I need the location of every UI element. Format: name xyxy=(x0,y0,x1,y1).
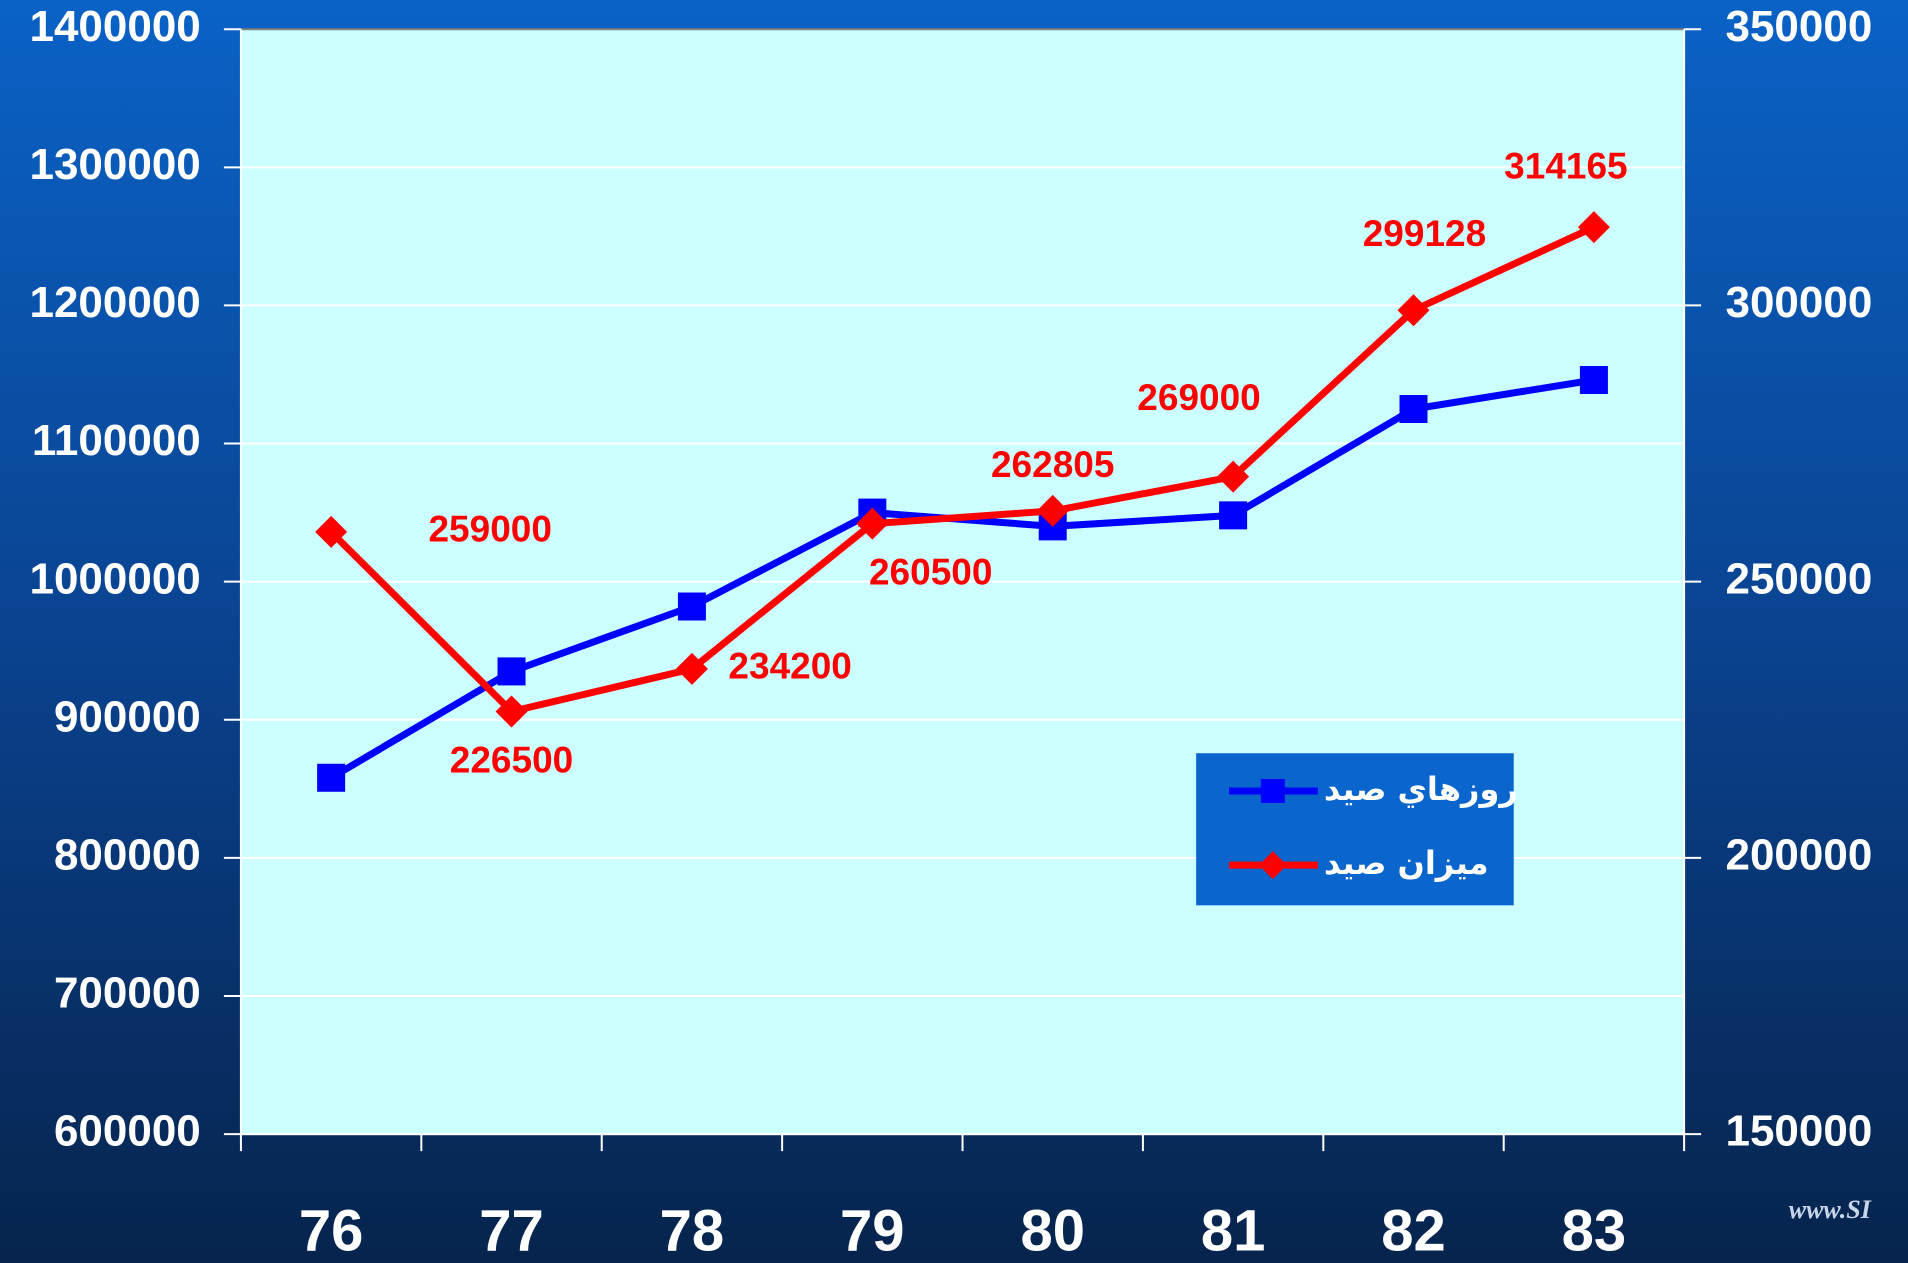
data-label: 234200 xyxy=(728,646,851,687)
marker xyxy=(497,657,526,686)
y2-tick-label: 300000 xyxy=(1725,278,1872,327)
marker xyxy=(1397,294,1430,327)
y-tick-label: 1100000 xyxy=(32,416,201,465)
y2-tick-label: 150000 xyxy=(1725,1107,1872,1156)
y-tick-label: 900000 xyxy=(54,692,201,741)
y-tick-label: 800000 xyxy=(54,830,201,879)
x-tick-label: 76 xyxy=(299,1198,364,1263)
marker xyxy=(856,507,889,540)
data-label: 260500 xyxy=(869,552,992,593)
marker xyxy=(1577,211,1610,244)
legend-label: روزهاي صيد xyxy=(1324,770,1518,808)
series-line xyxy=(328,223,1596,715)
y-tick-label: 1000000 xyxy=(29,554,200,603)
marker xyxy=(1036,494,1069,527)
marker xyxy=(1217,460,1250,493)
x-tick-label: 83 xyxy=(1562,1198,1627,1263)
y2-tick-label: 200000 xyxy=(1725,830,1872,879)
data-label: 259000 xyxy=(428,509,551,550)
x-tick-label: 80 xyxy=(1020,1198,1085,1263)
marker xyxy=(317,763,346,792)
legend-marker xyxy=(1258,851,1287,880)
data-label: 262805 xyxy=(991,444,1114,485)
watermark: www.SI xyxy=(1789,1195,1872,1224)
marker xyxy=(677,592,706,621)
y-tick-label: 700000 xyxy=(54,969,201,1018)
y-tick-label: 1300000 xyxy=(29,140,200,189)
data-label: 299128 xyxy=(1363,213,1486,254)
marker xyxy=(315,515,348,548)
marker xyxy=(675,652,708,685)
y-tick-label: 1200000 xyxy=(29,278,200,327)
y-tick-label: 600000 xyxy=(54,1107,201,1156)
y2-tick-label: 250000 xyxy=(1725,554,1872,603)
legend-box xyxy=(1196,753,1514,906)
legend: روزهاي صيد ميزان صيد xyxy=(1196,753,1518,906)
data-label: 269000 xyxy=(1137,377,1260,418)
marker xyxy=(1579,366,1608,395)
x-tick-label: 79 xyxy=(840,1198,905,1263)
legend-label: ميزان صيد xyxy=(1324,844,1489,882)
x-tick-label: 81 xyxy=(1201,1198,1266,1263)
marker xyxy=(1219,501,1248,530)
y-tick-label: 1400000 xyxy=(29,2,200,51)
legend-marker xyxy=(1260,778,1285,803)
y2-tick-label: 350000 xyxy=(1725,2,1872,51)
x-tick-label: 82 xyxy=(1381,1198,1446,1263)
data-label: 314165 xyxy=(1504,146,1627,187)
x-tick-label: 77 xyxy=(479,1198,544,1263)
data-label: 226500 xyxy=(450,739,573,780)
marker xyxy=(1399,395,1428,424)
marker xyxy=(495,695,528,728)
x-tick-label: 78 xyxy=(660,1198,725,1263)
